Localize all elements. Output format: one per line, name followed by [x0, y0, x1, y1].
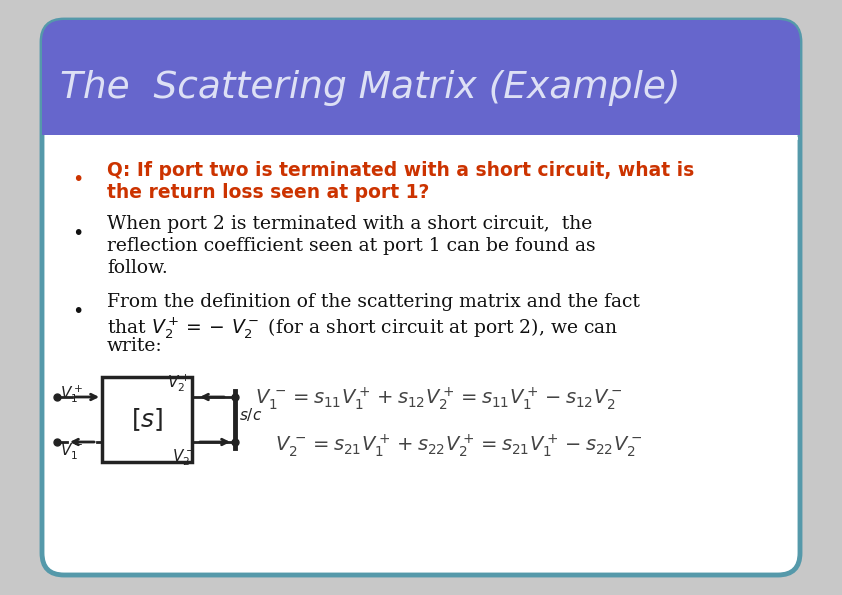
- Text: $V_2^-$: $V_2^-$: [172, 447, 195, 468]
- FancyBboxPatch shape: [42, 20, 800, 135]
- Text: the return loss seen at port 1?: the return loss seen at port 1?: [107, 183, 429, 202]
- Text: that $V_2^+ = -\, V_2^-$ (for a short circuit at port 2), we can: that $V_2^+ = -\, V_2^-$ (for a short ci…: [107, 315, 618, 340]
- Text: $V_2^{\,-} = s_{21}V_1^+ + s_{22}V_2^+ = s_{21}V_1^+ - s_{22}V_2^-$: $V_2^{\,-} = s_{21}V_1^+ + s_{22}V_2^+ =…: [275, 432, 642, 459]
- Text: Q: If port two is terminated with a short circuit, what is: Q: If port two is terminated with a shor…: [107, 161, 695, 180]
- Text: follow.: follow.: [107, 259, 168, 277]
- Text: •: •: [72, 224, 83, 243]
- Text: $[s]$: $[s]$: [131, 406, 163, 433]
- Text: $V_1^{\,-} = s_{11}V_1^+ + s_{12}V_2^+ = s_{11}V_1^+ - s_{12}V_2^-$: $V_1^{\,-} = s_{11}V_1^+ + s_{12}V_2^+ =…: [255, 385, 622, 412]
- Text: When port 2 is terminated with a short circuit,  the: When port 2 is terminated with a short c…: [107, 215, 592, 233]
- FancyBboxPatch shape: [42, 20, 800, 575]
- Text: •: •: [72, 170, 83, 189]
- Text: reflection coefficient seen at port 1 can be found as: reflection coefficient seen at port 1 ca…: [107, 237, 595, 255]
- Bar: [42, 107, 800, 135]
- Text: $V_2^+$: $V_2^+$: [167, 372, 190, 394]
- Text: •: •: [72, 302, 83, 321]
- Bar: [102, 377, 192, 462]
- Text: $s/c$: $s/c$: [239, 406, 262, 423]
- Text: From the definition of the scattering matrix and the fact: From the definition of the scattering ma…: [107, 293, 640, 311]
- Text: write:: write:: [107, 337, 163, 355]
- Text: $V_1^+$: $V_1^+$: [60, 383, 83, 405]
- Text: The  Scattering Matrix (Example): The Scattering Matrix (Example): [60, 70, 680, 106]
- Text: $V_1^-$: $V_1^-$: [60, 442, 83, 462]
